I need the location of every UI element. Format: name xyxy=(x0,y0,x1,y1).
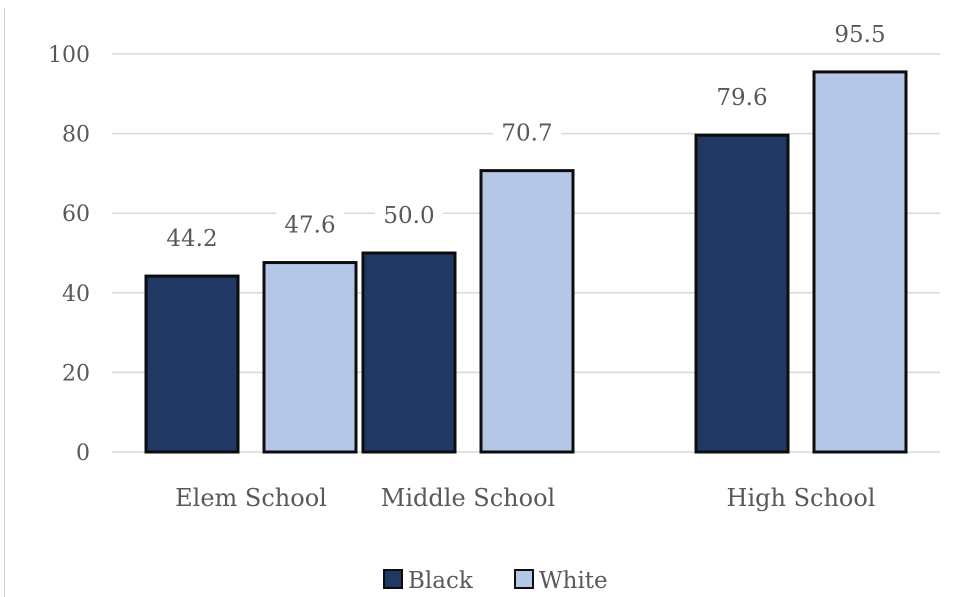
data-label: 79.6 xyxy=(716,85,767,111)
y-axis-ticks: 0 20 40 60 80 100 xyxy=(48,43,90,466)
data-label: 44.2 xyxy=(166,226,217,252)
bar-white-2 xyxy=(479,169,575,454)
gridlines xyxy=(112,53,940,453)
category-label: Middle School xyxy=(381,484,555,512)
category-label: High School xyxy=(727,484,876,512)
y-tick-label: 60 xyxy=(62,202,90,227)
y-tick-label: 40 xyxy=(62,282,90,307)
legend-swatch-white xyxy=(514,569,534,589)
bars xyxy=(144,70,908,454)
data-labels: 44.2 47.6 50.0 70.7 79.6 95.5 xyxy=(158,19,894,255)
legend: Black White xyxy=(383,568,608,594)
bar-black-3 xyxy=(694,133,790,454)
y-tick-label: 20 xyxy=(62,361,90,386)
x-axis-categories: Elem School Middle School High School xyxy=(175,484,875,512)
bar-white-3 xyxy=(812,70,908,454)
data-label-bg xyxy=(493,118,561,149)
y-tick-label: 80 xyxy=(62,123,90,148)
legend-swatch-black xyxy=(383,569,403,589)
data-label-bg xyxy=(826,19,894,50)
data-label: 50.0 xyxy=(383,203,434,229)
category-label: Elem School xyxy=(175,484,327,512)
data-label-bg xyxy=(276,210,344,241)
data-label-bg xyxy=(158,224,226,255)
y-tick-label: 100 xyxy=(48,43,90,68)
legend-label-black: Black xyxy=(408,568,474,594)
data-label-bg xyxy=(375,201,443,231)
legend-label-white: White xyxy=(539,568,608,594)
data-label: 47.6 xyxy=(284,213,335,239)
bar-black-1 xyxy=(144,274,240,454)
data-label: 70.7 xyxy=(501,121,552,147)
bar-white-1 xyxy=(262,261,358,454)
left-border xyxy=(4,8,5,597)
data-label-bg xyxy=(708,83,776,114)
bar-black-2 xyxy=(361,251,457,454)
data-label: 95.5 xyxy=(834,22,885,48)
y-tick-label: 0 xyxy=(76,441,90,466)
